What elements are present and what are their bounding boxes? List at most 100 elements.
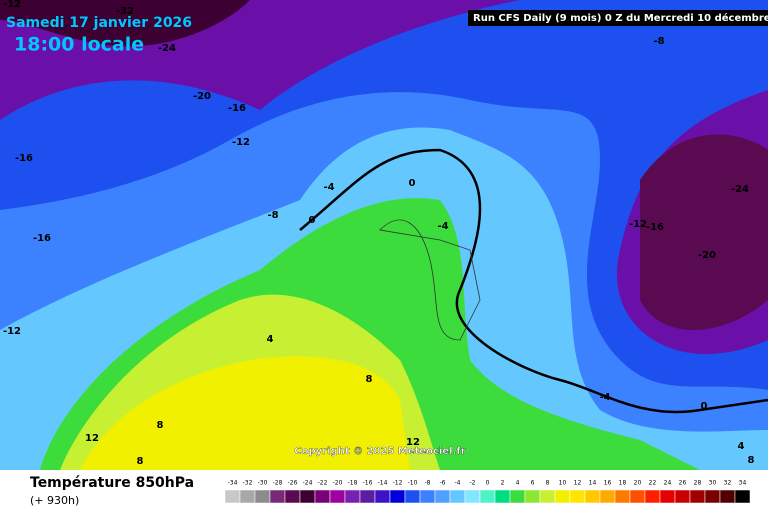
- legend-label: -14: [378, 480, 388, 487]
- legend-swatch: [284, 489, 301, 504]
- legend-swatch: [359, 489, 376, 504]
- legend-swatch: [404, 489, 421, 504]
- legend-swatch: [224, 489, 241, 504]
- legend-label: 6: [531, 480, 535, 487]
- legend-swatch: [239, 489, 256, 504]
- legend-label: -30: [258, 480, 268, 487]
- contour-label: -16: [15, 153, 33, 164]
- legend-swatch: [614, 489, 631, 504]
- legend-swatch: [554, 489, 571, 504]
- legend-swatch: [389, 489, 406, 504]
- contour-label: -4: [599, 392, 610, 403]
- legend-label: -20: [333, 480, 343, 487]
- legend-label: 18: [619, 480, 627, 487]
- legend-swatch: [299, 489, 316, 504]
- legend-label: -4: [455, 480, 461, 487]
- legend-label: 24: [664, 480, 672, 487]
- legend-label: -22: [318, 480, 328, 487]
- contour-label: -12: [629, 219, 647, 230]
- contour-label: -20: [193, 91, 211, 102]
- legend-label: 34: [739, 480, 747, 487]
- legend-swatch: [434, 489, 451, 504]
- legend-label: -8: [425, 480, 431, 487]
- legend-label: 8: [546, 480, 550, 487]
- contour-label: -8: [653, 36, 664, 47]
- legend-label: -12: [393, 480, 403, 487]
- legend-swatch: [704, 489, 721, 504]
- legend-swatch: [569, 489, 586, 504]
- legend-swatch: [314, 489, 331, 504]
- legend-label: 0: [486, 480, 490, 487]
- legend-label: 10: [559, 480, 567, 487]
- contour-label: -12: [3, 326, 21, 337]
- contour-label: 12: [406, 437, 420, 448]
- zone-very-cold: [640, 134, 768, 330]
- contour-label: -12: [232, 137, 250, 148]
- contour-label: 8: [157, 420, 164, 431]
- legend-swatch: [734, 489, 751, 504]
- legend-label: -26: [288, 480, 298, 487]
- legend-swatch: [269, 489, 286, 504]
- legend-swatch: [539, 489, 556, 504]
- run-label: Run CFS Daily (9 mois) 0 Z du Mercredi 1…: [473, 12, 768, 24]
- legend-swatch: [329, 489, 346, 504]
- contour-label: 0: [701, 401, 708, 412]
- legend-label: 4: [516, 480, 520, 487]
- run-box: [468, 10, 768, 26]
- legend-swatch: [344, 489, 361, 504]
- legend-swatch: [494, 489, 511, 504]
- contour-label: 4: [267, 334, 274, 345]
- footer-subtitle: (+ 930h): [30, 494, 79, 507]
- legend-label: -6: [440, 480, 446, 487]
- legend-label: -32: [243, 480, 253, 487]
- contour-label: -24: [731, 184, 749, 195]
- legend-label: 28: [694, 480, 702, 487]
- legend-label: 26: [679, 480, 687, 487]
- legend-label: 12: [574, 480, 582, 487]
- contour-label: -32: [116, 6, 134, 17]
- contour-label: 8: [366, 374, 373, 385]
- legend-label: 22: [649, 480, 657, 487]
- footer-title: Température 850hPa: [30, 475, 194, 491]
- contour-label: 4: [738, 441, 745, 452]
- legend-swatch: [524, 489, 541, 504]
- legend-label: -34: [228, 480, 238, 487]
- contour-label: 0: [409, 178, 416, 189]
- legend-swatch: [719, 489, 736, 504]
- contour-label: -16: [646, 222, 664, 233]
- contour-label: -12: [3, 0, 21, 10]
- legend-label: -24: [303, 480, 313, 487]
- contour-label: -16: [228, 103, 246, 114]
- legend-label: -18: [348, 480, 358, 487]
- legend-swatch: [584, 489, 601, 504]
- contour-label: 8: [137, 456, 144, 467]
- legend-label: 32: [724, 480, 732, 487]
- legend-swatch: [629, 489, 646, 504]
- legend-swatch: [674, 489, 691, 504]
- time-label: 18:00 locale: [14, 34, 144, 56]
- contour-label: -4: [437, 221, 448, 232]
- legend-label: -2: [470, 480, 476, 487]
- legend-label: -16: [363, 480, 373, 487]
- legend-swatch: [599, 489, 616, 504]
- legend-swatch: [644, 489, 661, 504]
- legend-label: 2: [501, 480, 505, 487]
- legend-swatch: [689, 489, 706, 504]
- legend-swatch: [254, 489, 271, 504]
- legend-label: -10: [408, 480, 418, 487]
- contour-label: 0: [309, 215, 316, 226]
- contour-label: -8: [267, 210, 278, 221]
- legend-swatch: [479, 489, 496, 504]
- legend-label: 16: [604, 480, 612, 487]
- legend-label: -28: [273, 480, 283, 487]
- zone-very-cold: [0, 0, 250, 47]
- contour-label: -24: [158, 43, 176, 54]
- zero-isotherm: [299, 148, 768, 414]
- legend-label: 30: [709, 480, 717, 487]
- coastline: [379, 219, 481, 341]
- legend-swatch: [659, 489, 676, 504]
- legend-label: 20: [634, 480, 642, 487]
- contour-label: -4: [323, 182, 334, 193]
